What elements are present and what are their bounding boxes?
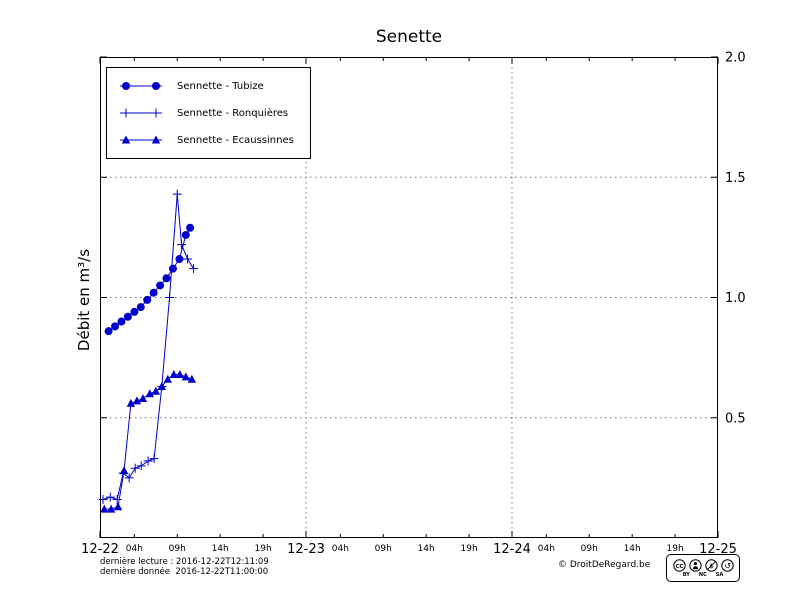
legend-item-ecaussinnes: Sennette - Ecaussinnes [117, 134, 294, 146]
legend-item-tubize: Sennette - Tubize [117, 80, 294, 92]
cc-license-icons: CC $ ↺ [672, 558, 734, 572]
svg-text:04h: 04h [538, 544, 555, 554]
svg-text:12-25: 12-25 [699, 542, 737, 557]
svg-text:↺: ↺ [724, 561, 731, 570]
legend-label: Sennette - Tubize [177, 80, 264, 92]
last-data-text: dernière donnée 2016-12-22T11:00:00 [100, 567, 269, 577]
chart-title: Senette [375, 27, 443, 47]
cc-license-badge: CC $ ↺ BY NC SA [666, 554, 740, 582]
svg-text:04h: 04h [332, 544, 349, 554]
svg-text:14h: 14h [624, 544, 641, 554]
svg-text:19h: 19h [667, 544, 684, 554]
legend-label: Sennette - Ecaussinnes [177, 134, 294, 146]
last-reading-text: dernière lecture : 2016-12-22T12:11:09 [100, 557, 269, 567]
cc-by-label: BY [682, 571, 690, 578]
svg-text:14h: 14h [418, 544, 435, 554]
legend-plus-marker-icon [120, 108, 162, 118]
svg-text:2.0: 2.0 [725, 51, 746, 66]
svg-text:1.5: 1.5 [725, 171, 746, 186]
footer-info: dernière lecture : 2016-12-22T12:11:09 d… [100, 557, 269, 577]
cc-icon: CC [672, 558, 686, 572]
svg-text:14h: 14h [212, 544, 229, 554]
svg-text:1.0: 1.0 [725, 291, 746, 306]
svg-text:12-24: 12-24 [493, 542, 531, 557]
svg-text:19h: 19h [461, 544, 478, 554]
svg-text:09h: 09h [581, 544, 598, 554]
legend-label: Sennette - Ronquières [177, 107, 289, 119]
cc-nc-label: NC [698, 571, 707, 578]
copyright-text: © DroitDeRegard.be [558, 560, 651, 570]
cc-sa-share-alike-icon: ↺ [720, 558, 734, 572]
svg-text:12-23: 12-23 [287, 542, 325, 557]
svg-text:CC: CC [675, 563, 683, 569]
svg-text:09h: 09h [375, 544, 392, 554]
svg-text:19h: 19h [255, 544, 272, 554]
cc-license-labels: BY NC SA [682, 571, 724, 578]
cc-sa-label: SA [715, 571, 724, 578]
legend-item-ronquieres: Sennette - Ronquières [117, 107, 294, 119]
cc-by-person-icon [688, 558, 702, 572]
svg-text:04h: 04h [126, 544, 143, 554]
svg-text:12-22: 12-22 [81, 542, 119, 557]
legend-circle-marker-icon [120, 82, 162, 90]
legend: Sennette - Tubize Sennette - Ronquières … [106, 67, 311, 159]
cc-nc-no-money-icon: $ [704, 558, 718, 572]
legend-triangle-marker-icon [120, 135, 162, 144]
svg-text:09h: 09h [169, 544, 186, 554]
svg-text:0.5: 0.5 [725, 411, 746, 426]
